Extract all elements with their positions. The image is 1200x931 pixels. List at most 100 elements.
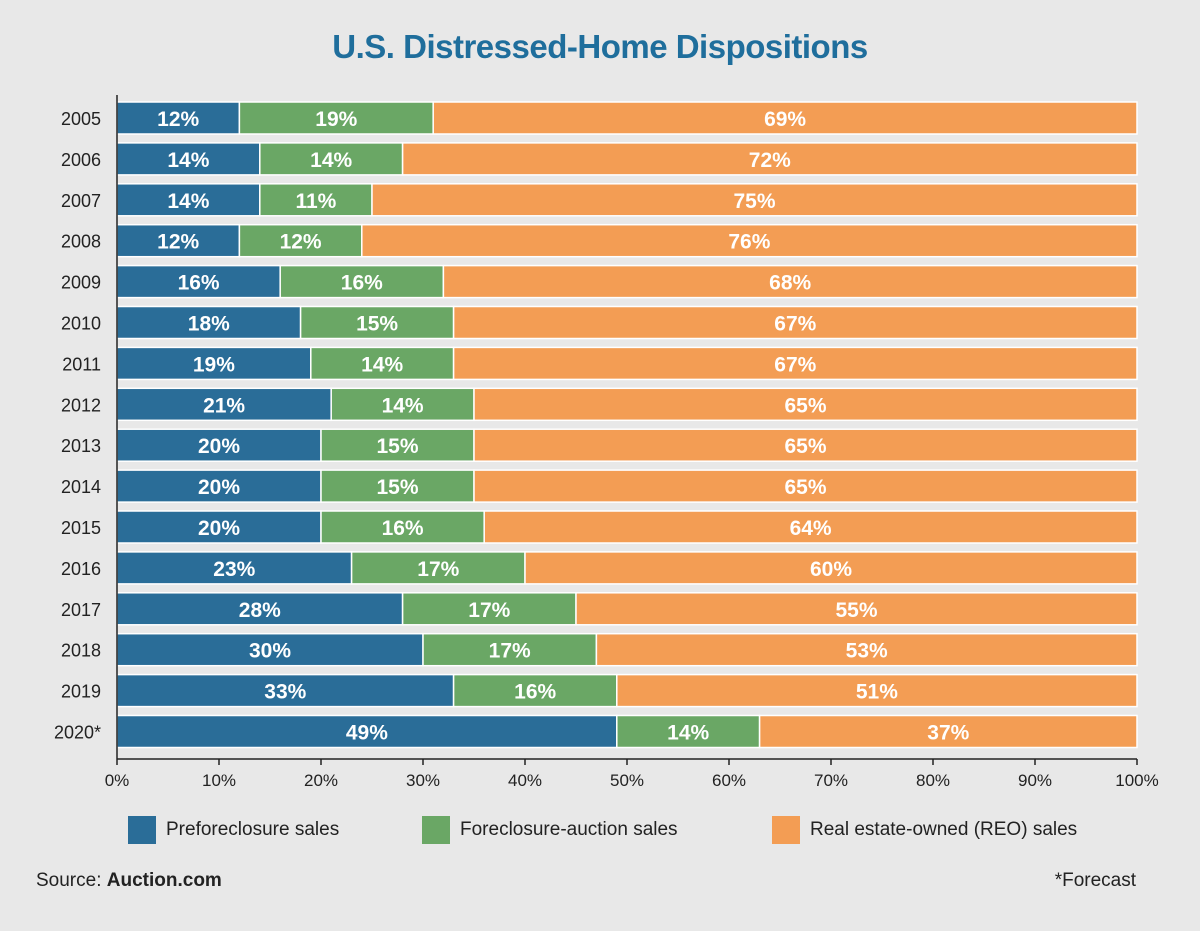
bar-segment bbox=[116, 387, 332, 422]
data-label: 15% bbox=[376, 435, 418, 458]
data-label: 67% bbox=[774, 353, 816, 376]
data-label: 65% bbox=[784, 394, 826, 417]
category-label: 2012 bbox=[61, 395, 101, 415]
data-label: 16% bbox=[341, 272, 383, 295]
bar-segment bbox=[320, 469, 475, 503]
data-label: 14% bbox=[167, 149, 209, 172]
legend-item-preforeclosure: Preforeclosure sales bbox=[128, 815, 339, 845]
data-label: 23% bbox=[213, 558, 255, 581]
data-label: 16% bbox=[514, 681, 556, 704]
category-label: 2019 bbox=[61, 682, 101, 702]
data-label: 18% bbox=[188, 313, 230, 336]
bar-segment bbox=[452, 305, 1138, 340]
data-label: 33% bbox=[264, 681, 306, 704]
bar-segment bbox=[350, 551, 526, 585]
bar-segment bbox=[422, 632, 598, 667]
x-tick-label: 20% bbox=[304, 771, 338, 790]
bar-segment bbox=[238, 223, 363, 258]
forecast-footnote: *Forecast bbox=[1054, 870, 1136, 891]
bar-segment bbox=[473, 428, 1138, 462]
data-label: 64% bbox=[790, 517, 832, 540]
data-label: 76% bbox=[728, 231, 770, 254]
bar-segment bbox=[401, 142, 1138, 176]
x-tick-label: 70% bbox=[814, 771, 848, 790]
legend-swatch-preforeclosure bbox=[128, 816, 156, 844]
source-prefix: Source: bbox=[36, 870, 107, 891]
category-label: 2013 bbox=[61, 436, 101, 456]
data-label: 51% bbox=[856, 681, 898, 704]
x-tick-label: 50% bbox=[610, 771, 644, 790]
legend-swatch-foreclosure-auction bbox=[422, 816, 450, 844]
bar-segment bbox=[452, 673, 618, 708]
data-label: 14% bbox=[361, 353, 403, 376]
data-label: 68% bbox=[769, 272, 811, 295]
bar-segment bbox=[116, 510, 322, 544]
data-label: 15% bbox=[376, 476, 418, 499]
data-label: 14% bbox=[667, 722, 709, 745]
data-label: 16% bbox=[382, 517, 424, 540]
data-label: 20% bbox=[198, 517, 240, 540]
bar-segment bbox=[259, 183, 373, 217]
bar-segment bbox=[473, 387, 1138, 422]
bar-segment bbox=[116, 428, 322, 462]
bar-segment bbox=[320, 428, 475, 462]
bar-segment bbox=[361, 223, 1138, 258]
bar-segment bbox=[758, 714, 1138, 749]
x-tick-label: 60% bbox=[712, 771, 746, 790]
category-label: 2011 bbox=[62, 354, 101, 374]
bar-segment bbox=[116, 714, 618, 749]
category-label: 2015 bbox=[61, 518, 101, 538]
data-label: 15% bbox=[356, 313, 398, 336]
data-label: 19% bbox=[193, 353, 235, 376]
data-label: 20% bbox=[198, 435, 240, 458]
legend-swatch-reo bbox=[772, 816, 800, 844]
data-label: 12% bbox=[157, 231, 199, 254]
bar-segment bbox=[473, 469, 1138, 503]
data-label: 14% bbox=[167, 190, 209, 213]
data-label: 19% bbox=[315, 108, 357, 131]
bar-segment bbox=[116, 142, 261, 176]
chart-legend: Preforeclosure sales Foreclosure-auction… bbox=[128, 815, 1138, 845]
category-label: 2010 bbox=[61, 314, 101, 334]
bar-segment bbox=[238, 101, 434, 135]
category-label: 2018 bbox=[61, 641, 101, 661]
data-label: 17% bbox=[417, 558, 459, 581]
legend-item-foreclosure-auction: Foreclosure-auction sales bbox=[422, 815, 678, 845]
bar-segment bbox=[330, 387, 475, 422]
data-label: 20% bbox=[198, 476, 240, 499]
bar-segment bbox=[452, 346, 1138, 381]
category-label: 2006 bbox=[61, 150, 101, 170]
bar-segment bbox=[483, 510, 1138, 544]
bar-segment bbox=[595, 632, 1138, 667]
x-tick-label: 100% bbox=[1115, 771, 1158, 790]
bar-segment bbox=[401, 592, 577, 626]
legend-item-reo: Real estate-owned (REO) sales bbox=[772, 815, 1077, 845]
category-label: 2009 bbox=[61, 273, 101, 293]
bar-segment bbox=[116, 101, 241, 135]
bar-segment bbox=[371, 183, 1138, 217]
legend-label-foreclosure-auction: Foreclosure-auction sales bbox=[460, 819, 678, 840]
category-label: 2005 bbox=[61, 109, 101, 129]
data-label: 14% bbox=[310, 149, 352, 172]
bar-segment bbox=[524, 551, 1138, 585]
bar-segment bbox=[432, 101, 1138, 135]
x-tick-label: 10% bbox=[202, 771, 236, 790]
x-tick-label: 30% bbox=[406, 771, 440, 790]
bar-segment bbox=[259, 142, 404, 176]
data-label: 60% bbox=[810, 558, 852, 581]
x-tick-label: 0% bbox=[105, 771, 130, 790]
data-label: 16% bbox=[178, 272, 220, 295]
data-label: 55% bbox=[835, 599, 877, 622]
data-label: 72% bbox=[749, 149, 791, 172]
bar-segment bbox=[116, 673, 455, 708]
source-note: Source: Auction.com bbox=[36, 870, 222, 892]
x-tick-label: 80% bbox=[916, 771, 950, 790]
data-label: 12% bbox=[157, 108, 199, 131]
bar-segment bbox=[442, 264, 1138, 299]
category-label: 2020* bbox=[54, 723, 101, 743]
data-label: 49% bbox=[346, 722, 388, 745]
data-label: 17% bbox=[489, 640, 531, 663]
category-label: 2014 bbox=[61, 477, 101, 497]
